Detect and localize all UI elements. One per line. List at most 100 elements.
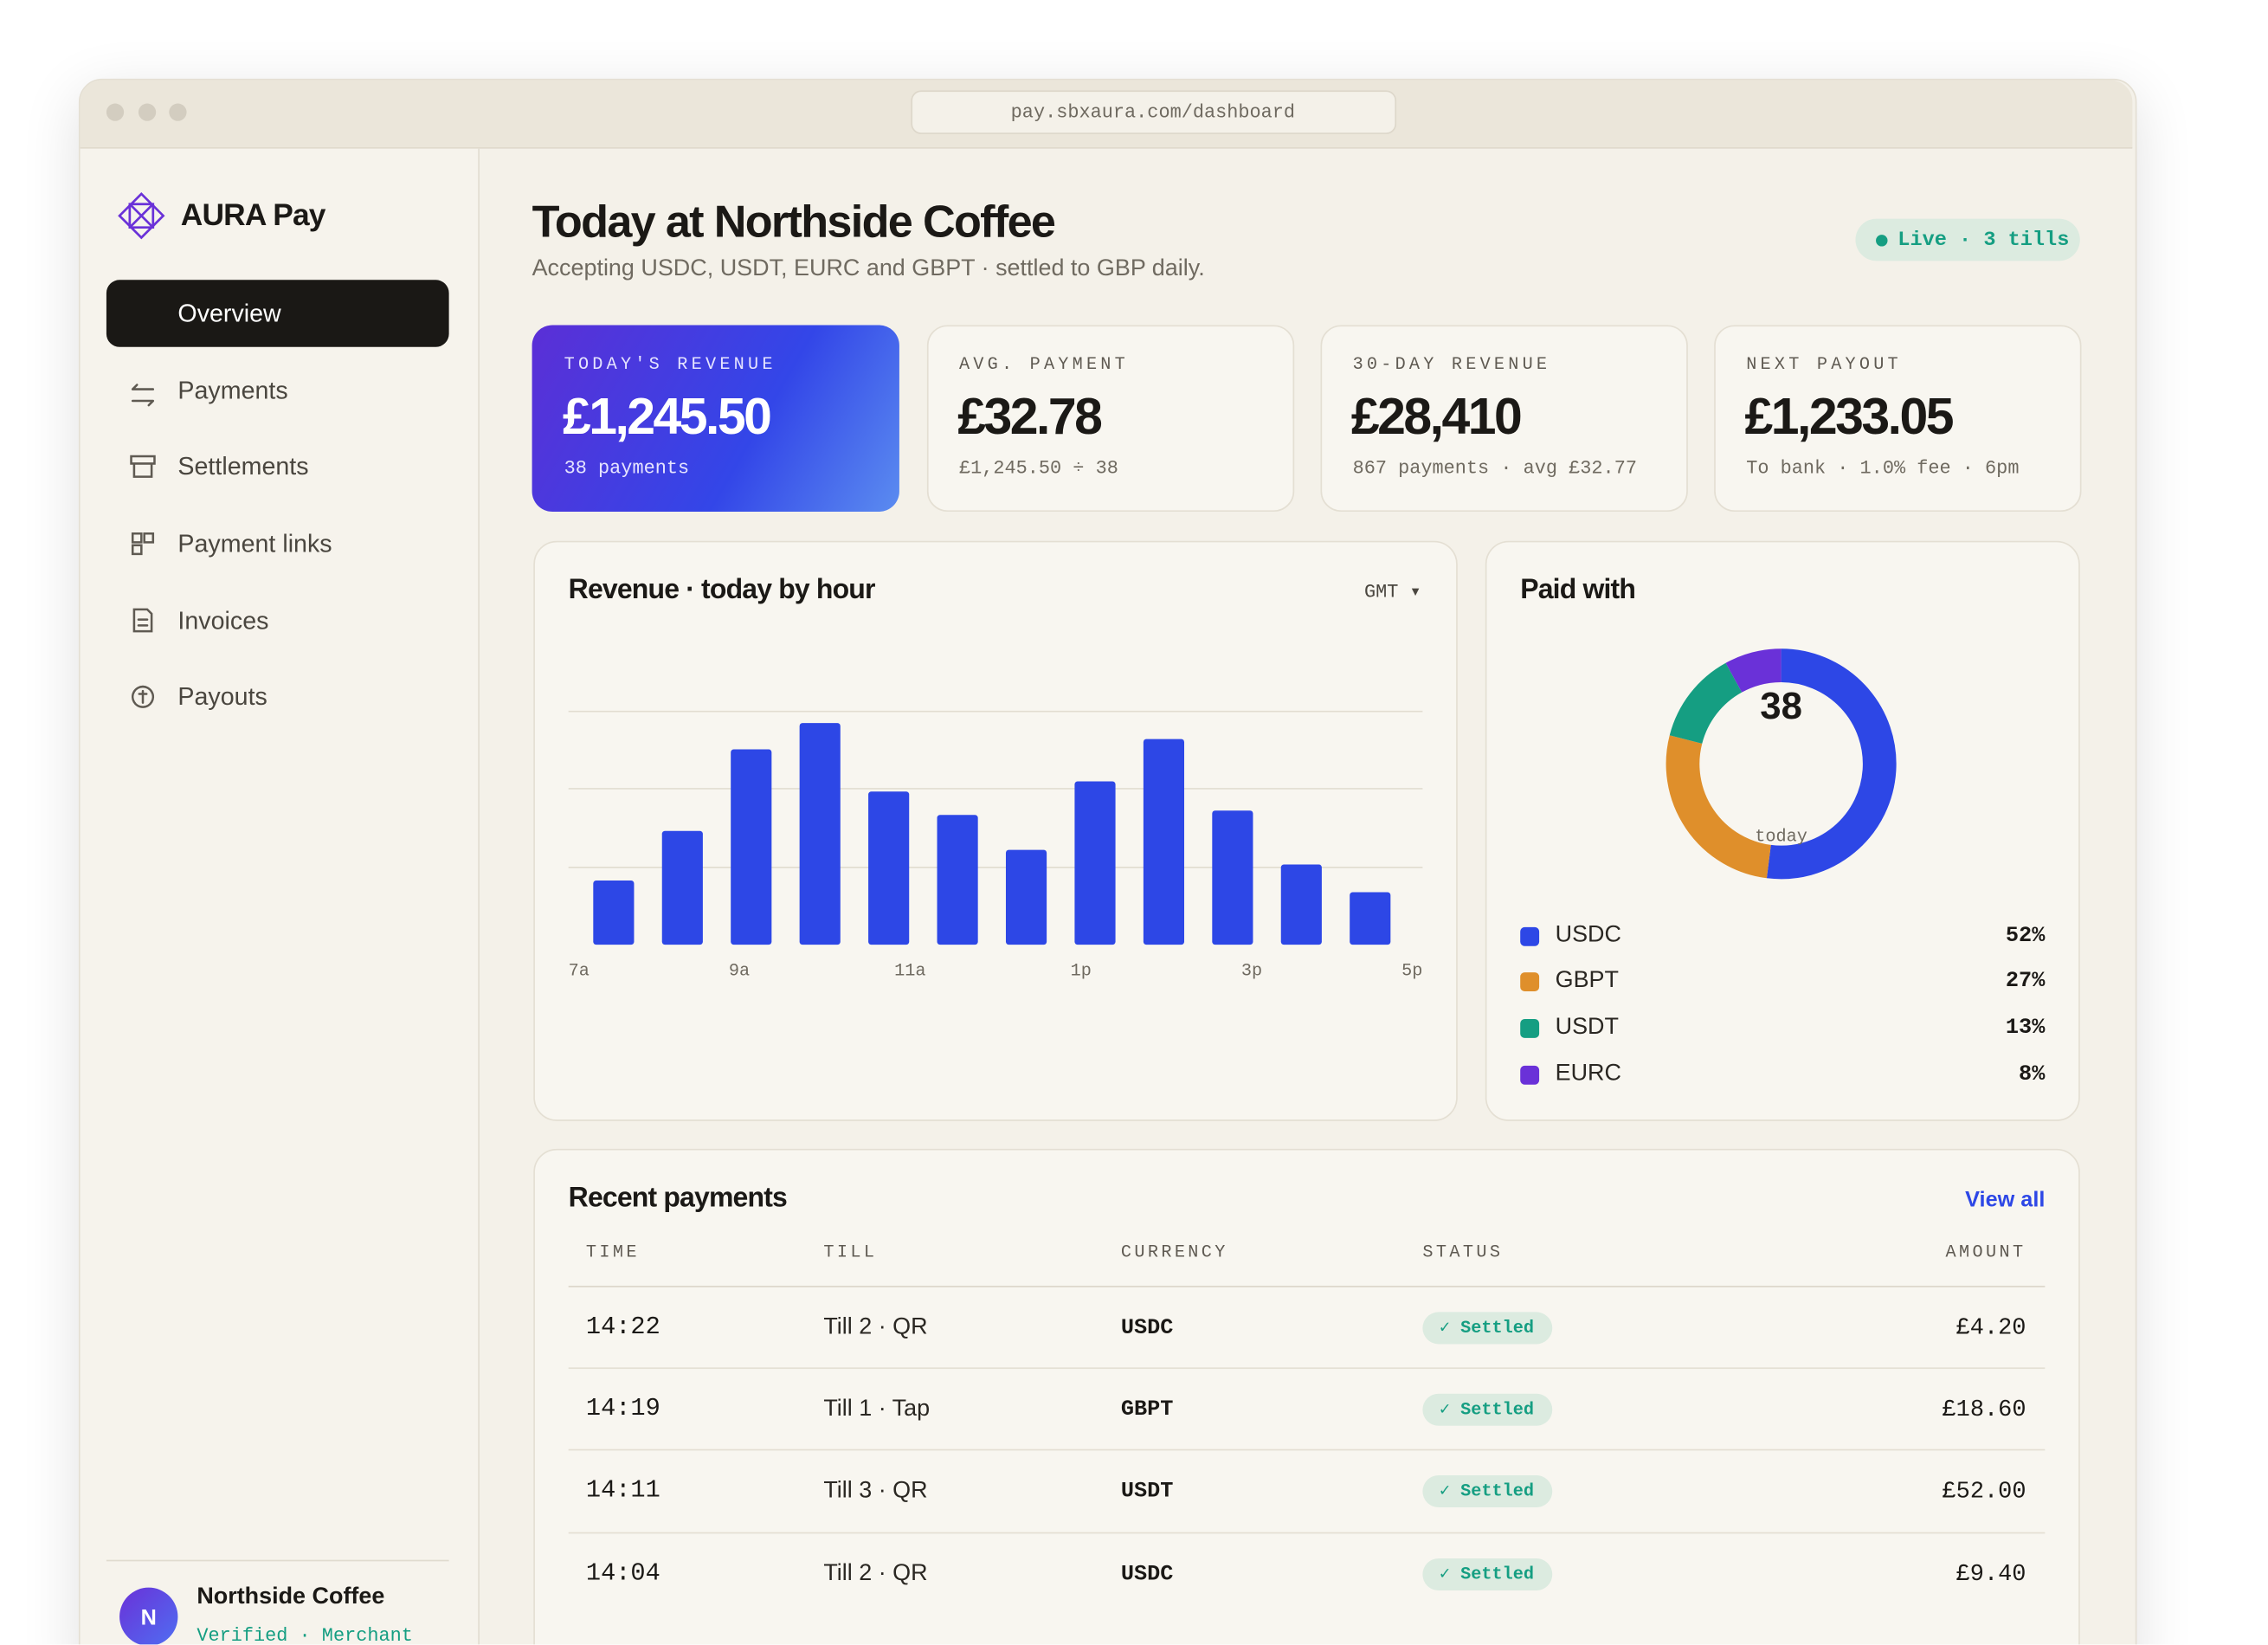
cell-currency: USDC bbox=[1120, 1315, 1174, 1341]
url-bar[interactable] bbox=[911, 90, 1397, 134]
nav-item[interactable]: Payments bbox=[177, 377, 288, 405]
legend-swatch bbox=[1520, 972, 1540, 991]
cell-till: Till 3 · QR bbox=[823, 1478, 928, 1503]
cell-amount: £18.60 bbox=[1942, 1397, 2026, 1423]
donut-center-value: 38 bbox=[1760, 683, 1802, 728]
bar bbox=[868, 791, 910, 945]
row-divider bbox=[568, 1448, 2046, 1451]
nav-icon bbox=[131, 384, 155, 407]
page-subtitle: Accepting USDC, USDT, EURC and GBPT · se… bbox=[532, 256, 1205, 281]
kpi-card bbox=[532, 325, 899, 513]
bar bbox=[1280, 864, 1322, 945]
legend-swatch bbox=[1520, 1065, 1540, 1085]
kpi-card bbox=[926, 325, 1295, 513]
badge-text: Live · 3 tills bbox=[1898, 229, 2070, 253]
nav-icon bbox=[132, 608, 153, 633]
donut-segment bbox=[1766, 648, 1897, 880]
legend-label: GBPT bbox=[1555, 968, 1619, 993]
kpi-card bbox=[1714, 325, 2082, 513]
card bbox=[1485, 540, 2080, 1121]
legend-value: 27% bbox=[2005, 968, 2046, 994]
cell-time: 14:04 bbox=[585, 1560, 660, 1589]
x-tick-label: 5p bbox=[1401, 960, 1423, 982]
kpi-label: AVG. PAYMENT bbox=[958, 354, 1129, 375]
card-title: Recent payments bbox=[568, 1183, 788, 1214]
kpi-label: TODAY'S REVENUE bbox=[564, 354, 776, 375]
legend-value: 52% bbox=[2005, 923, 2046, 949]
nav-item[interactable]: Payouts bbox=[177, 682, 267, 711]
kpi-value: £1,233.05 bbox=[1744, 388, 1955, 446]
column-header: AMOUNT bbox=[1945, 1242, 2026, 1263]
live-dot bbox=[1876, 235, 1888, 247]
legend-label: EURC bbox=[1555, 1061, 1621, 1087]
bar bbox=[1143, 739, 1185, 945]
table-rule bbox=[568, 1286, 2046, 1287]
page-title: Today at Northside Coffee bbox=[532, 196, 1056, 248]
kpi-sub: To bank · 1.0% fee · 6pm bbox=[1746, 456, 2020, 480]
timezone-select[interactable]: GMT ▾ bbox=[1363, 580, 1421, 603]
kpi-value: £32.78 bbox=[957, 388, 1103, 446]
kpi-sub: 867 payments · avg £32.77 bbox=[1352, 456, 1637, 480]
nav-item[interactable]: Overview bbox=[177, 300, 281, 328]
logo-shape bbox=[128, 203, 155, 229]
status-pill bbox=[1422, 1312, 1553, 1345]
cell-time: 14:19 bbox=[585, 1396, 660, 1424]
bar bbox=[661, 830, 703, 945]
cell-till: Till 2 · QR bbox=[823, 1561, 928, 1586]
kpi-sub: £1,245.50 ÷ 38 bbox=[958, 456, 1118, 480]
kpi-value: £1,245.50 bbox=[562, 388, 772, 446]
card-title: Revenue · today by hour bbox=[568, 575, 876, 606]
window-dot bbox=[138, 103, 157, 121]
cell-amount: £52.00 bbox=[1942, 1478, 2026, 1505]
donut-segment bbox=[1666, 735, 1772, 879]
donut-segment bbox=[1669, 662, 1743, 745]
cell-till: Till 1 · Tap bbox=[823, 1397, 931, 1422]
status-pill bbox=[1422, 1558, 1553, 1591]
nav-item[interactable]: Payment links bbox=[177, 530, 332, 558]
row-divider bbox=[568, 1532, 2046, 1534]
cell-amount: £4.20 bbox=[1956, 1314, 2026, 1342]
sidebar bbox=[80, 148, 480, 1645]
legend-label: USDC bbox=[1555, 922, 1621, 948]
status-pill bbox=[1422, 1475, 1553, 1508]
column-header: TIME bbox=[585, 1242, 640, 1263]
nav-icon bbox=[132, 685, 154, 708]
bar bbox=[1005, 849, 1047, 945]
column-header: STATUS bbox=[1422, 1242, 1504, 1263]
cell-status: ✓ Settled bbox=[1439, 1399, 1535, 1421]
nav-item[interactable]: Settlements bbox=[177, 452, 309, 481]
legend-value: 8% bbox=[2019, 1061, 2046, 1087]
row-divider bbox=[568, 1367, 2046, 1370]
bar bbox=[593, 881, 635, 945]
bar bbox=[1074, 781, 1116, 945]
bar bbox=[1212, 810, 1253, 945]
view-all-link[interactable]: View all bbox=[1965, 1187, 2046, 1213]
cell-status: ✓ Settled bbox=[1439, 1564, 1535, 1585]
kpi-label: 30-DAY REVENUE bbox=[1352, 354, 1551, 375]
kpi-label: NEXT PAYOUT bbox=[1746, 354, 1902, 375]
legend-value: 13% bbox=[2005, 1015, 2046, 1041]
x-tick-label: 11a bbox=[894, 960, 926, 982]
url-text: pay.sbxaura.com/dashboard bbox=[1010, 101, 1296, 124]
cell-till: Till 2 · QR bbox=[823, 1314, 928, 1340]
cell-status: ✓ Settled bbox=[1439, 1318, 1535, 1339]
cell-time: 14:11 bbox=[585, 1477, 660, 1506]
kpi-sub: 38 payments bbox=[564, 456, 690, 480]
window-dot bbox=[106, 103, 125, 121]
avatar bbox=[119, 1587, 178, 1645]
column-header: CURRENCY bbox=[1120, 1242, 1228, 1263]
window-dot bbox=[169, 103, 187, 121]
nav-item[interactable]: Invoices bbox=[177, 607, 269, 635]
column-header: TILL bbox=[823, 1242, 878, 1263]
card-title: Paid with bbox=[1520, 575, 1636, 606]
nav-icon bbox=[131, 532, 155, 556]
x-tick-label: 7a bbox=[568, 960, 590, 982]
sidebar-divider bbox=[106, 1559, 449, 1562]
avatar-initial: N bbox=[140, 1605, 157, 1631]
live-badge bbox=[1855, 218, 2080, 261]
legend-swatch bbox=[1520, 926, 1540, 946]
nav-icon bbox=[130, 455, 156, 478]
donut-center-label: today bbox=[1755, 826, 1807, 848]
bar bbox=[937, 815, 978, 945]
